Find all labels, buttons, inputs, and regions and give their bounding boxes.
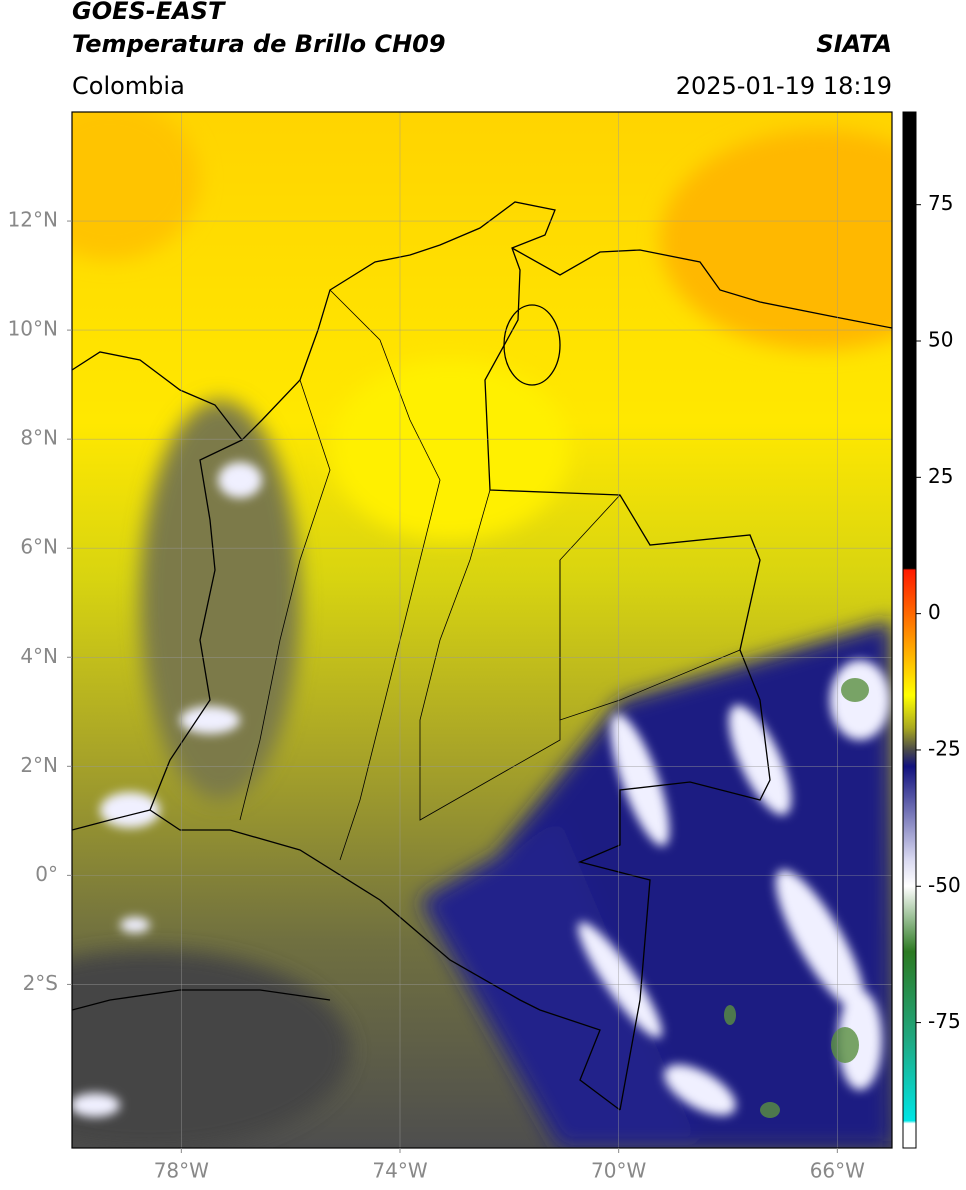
y-tick-label: 2°S xyxy=(23,971,58,995)
y-tick-label: 2°N xyxy=(20,753,58,777)
source: SIATA xyxy=(816,30,892,58)
y-tick-label: 8°N xyxy=(20,426,58,450)
colorbar-tick-label: 50 xyxy=(928,328,953,352)
y-tick-label: 0° xyxy=(35,862,58,886)
colorbar-tick-label: -75 xyxy=(928,1009,961,1033)
x-tick-label: 78°W xyxy=(154,1159,209,1183)
y-tick-label: 4°N xyxy=(20,644,58,668)
timestamp: 2025-01-19 18:19 xyxy=(676,72,892,100)
colorbar xyxy=(902,111,917,1149)
y-tick-label: 10°N xyxy=(8,317,58,341)
subtitle: Temperatura de Brillo CH09 xyxy=(72,30,446,58)
colorbar-tick-label: -50 xyxy=(928,873,961,897)
x-tick-label: 66°W xyxy=(810,1159,865,1183)
map-image xyxy=(72,112,892,1148)
colorbar-tick-label: -25 xyxy=(928,736,961,760)
x-tick-label: 70°W xyxy=(591,1159,646,1183)
colorbar-tick-label: 75 xyxy=(928,191,953,215)
map-frame xyxy=(71,111,893,1149)
colorbar-tick-label: 25 xyxy=(928,464,953,488)
y-tick-label: 12°N xyxy=(8,208,58,232)
colorbar-tick-label: 0 xyxy=(928,600,941,624)
grid xyxy=(72,112,892,1148)
title: GOES-EAST xyxy=(72,0,226,25)
y-tick-label: 6°N xyxy=(20,535,58,559)
region: Colombia xyxy=(72,72,185,100)
x-tick-label: 74°W xyxy=(372,1159,427,1183)
